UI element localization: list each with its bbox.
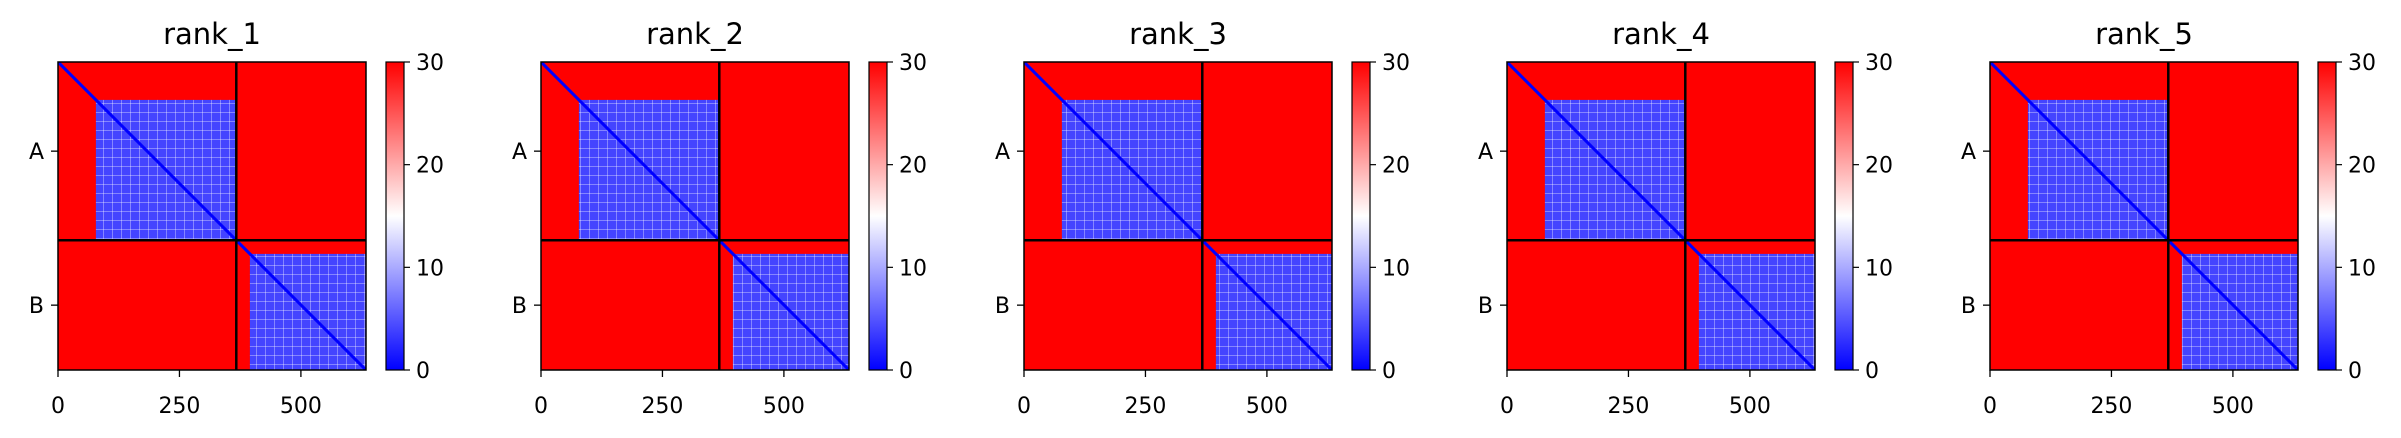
y-chain-label: B	[1478, 294, 1493, 319]
x-tick-label: 500	[2212, 394, 2254, 419]
colorbar	[1834, 61, 1854, 371]
colorbar-tick-label: 10	[416, 256, 444, 281]
heatmap-diagonal	[1024, 62, 1332, 370]
y-chain-label: A	[1961, 140, 1976, 165]
panel-title: rank_3	[1129, 17, 1227, 51]
y-chain-label: B	[29, 294, 44, 319]
x-tick-label: 250	[1607, 394, 1649, 419]
plot-frame	[1989, 61, 2299, 371]
y-chain-label: B	[995, 294, 1010, 319]
colorbar-tick-label: 20	[416, 154, 444, 179]
colorbar-tick-label: 10	[1865, 256, 1893, 281]
colorbar-tick-label: 30	[1865, 51, 1893, 76]
x-tick-label: 250	[158, 394, 200, 419]
x-tick-label: 500	[763, 394, 805, 419]
plot-frame	[1506, 61, 1816, 371]
colorbar-tick-label: 20	[2348, 154, 2376, 179]
panel-3: rank_3 0 250 500 A B 0 10 20 30	[995, 17, 1410, 419]
colorbar-tick-label: 0	[2348, 359, 2362, 384]
y-chain-label: B	[512, 294, 527, 319]
x-tick-label: 500	[1729, 394, 1771, 419]
colorbar-tick-label: 0	[1865, 359, 1879, 384]
plot-frame	[57, 61, 367, 371]
colorbar-tick-label: 10	[2348, 256, 2376, 281]
colorbar-tick-label: 0	[416, 359, 430, 384]
heatmap-cells	[541, 62, 849, 370]
panel-1: rank_1 0 250 500 A B 0 10 20 30	[29, 17, 444, 419]
colorbar-tick-label: 30	[416, 51, 444, 76]
x-tick-label: 0	[1017, 394, 1031, 419]
x-tick-label: 0	[1500, 394, 1514, 419]
heatmap-diagonal	[1507, 62, 1815, 370]
colorbar-tick-label: 30	[899, 51, 927, 76]
panel-title: rank_1	[163, 17, 261, 51]
plot-frame	[540, 61, 850, 371]
y-chain-label: A	[995, 140, 1010, 165]
x-tick-label: 0	[51, 394, 65, 419]
colorbar-tick-label: 20	[1865, 154, 1893, 179]
colorbar-tick-label: 10	[1382, 256, 1410, 281]
x-tick-label: 500	[280, 394, 322, 419]
y-chain-label: A	[1478, 140, 1493, 165]
colorbar-tick-label: 0	[899, 359, 913, 384]
x-tick-label: 250	[2090, 394, 2132, 419]
x-tick-label: 250	[1124, 394, 1166, 419]
colorbar-tick-label: 20	[899, 154, 927, 179]
colorbar-tick-label: 30	[1382, 51, 1410, 76]
panel-5: rank_5 0 250 500 A B 0 10 20 30	[1961, 17, 2376, 419]
heatmap-cells	[58, 62, 366, 370]
x-tick-label: 500	[1246, 394, 1288, 419]
heatmap-cells	[1990, 62, 2298, 370]
colorbar	[868, 61, 888, 371]
colorbar	[2317, 61, 2337, 371]
colorbar-tick-label: 30	[2348, 51, 2376, 76]
panel-title: rank_2	[646, 17, 744, 51]
heatmap-diagonal	[1990, 62, 2298, 370]
panel-title: rank_4	[1612, 17, 1710, 51]
x-tick-label: 250	[641, 394, 683, 419]
y-chain-label: B	[1961, 294, 1976, 319]
colorbar	[1351, 61, 1371, 371]
heatmap-diagonal	[58, 62, 366, 370]
y-chain-label: A	[512, 140, 527, 165]
panel-2: rank_2 0 250 500 A B 0 10 20 30	[512, 17, 927, 419]
x-tick-label: 0	[1983, 394, 1997, 419]
colorbar	[385, 61, 405, 371]
x-tick-label: 0	[534, 394, 548, 419]
panel-4: rank_4 0 250 500 A B 0 10 20 30	[1478, 17, 1893, 419]
colorbar-tick-label: 10	[899, 256, 927, 281]
y-chain-label: A	[29, 140, 44, 165]
heatmap-diagonal	[541, 62, 849, 370]
colorbar-tick-label: 20	[1382, 154, 1410, 179]
heatmap-cells	[1507, 62, 1815, 370]
plot-frame	[1023, 61, 1333, 371]
colorbar-tick-label: 0	[1382, 359, 1396, 384]
panel-title: rank_5	[2095, 17, 2193, 51]
heatmap-cells	[1024, 62, 1332, 370]
